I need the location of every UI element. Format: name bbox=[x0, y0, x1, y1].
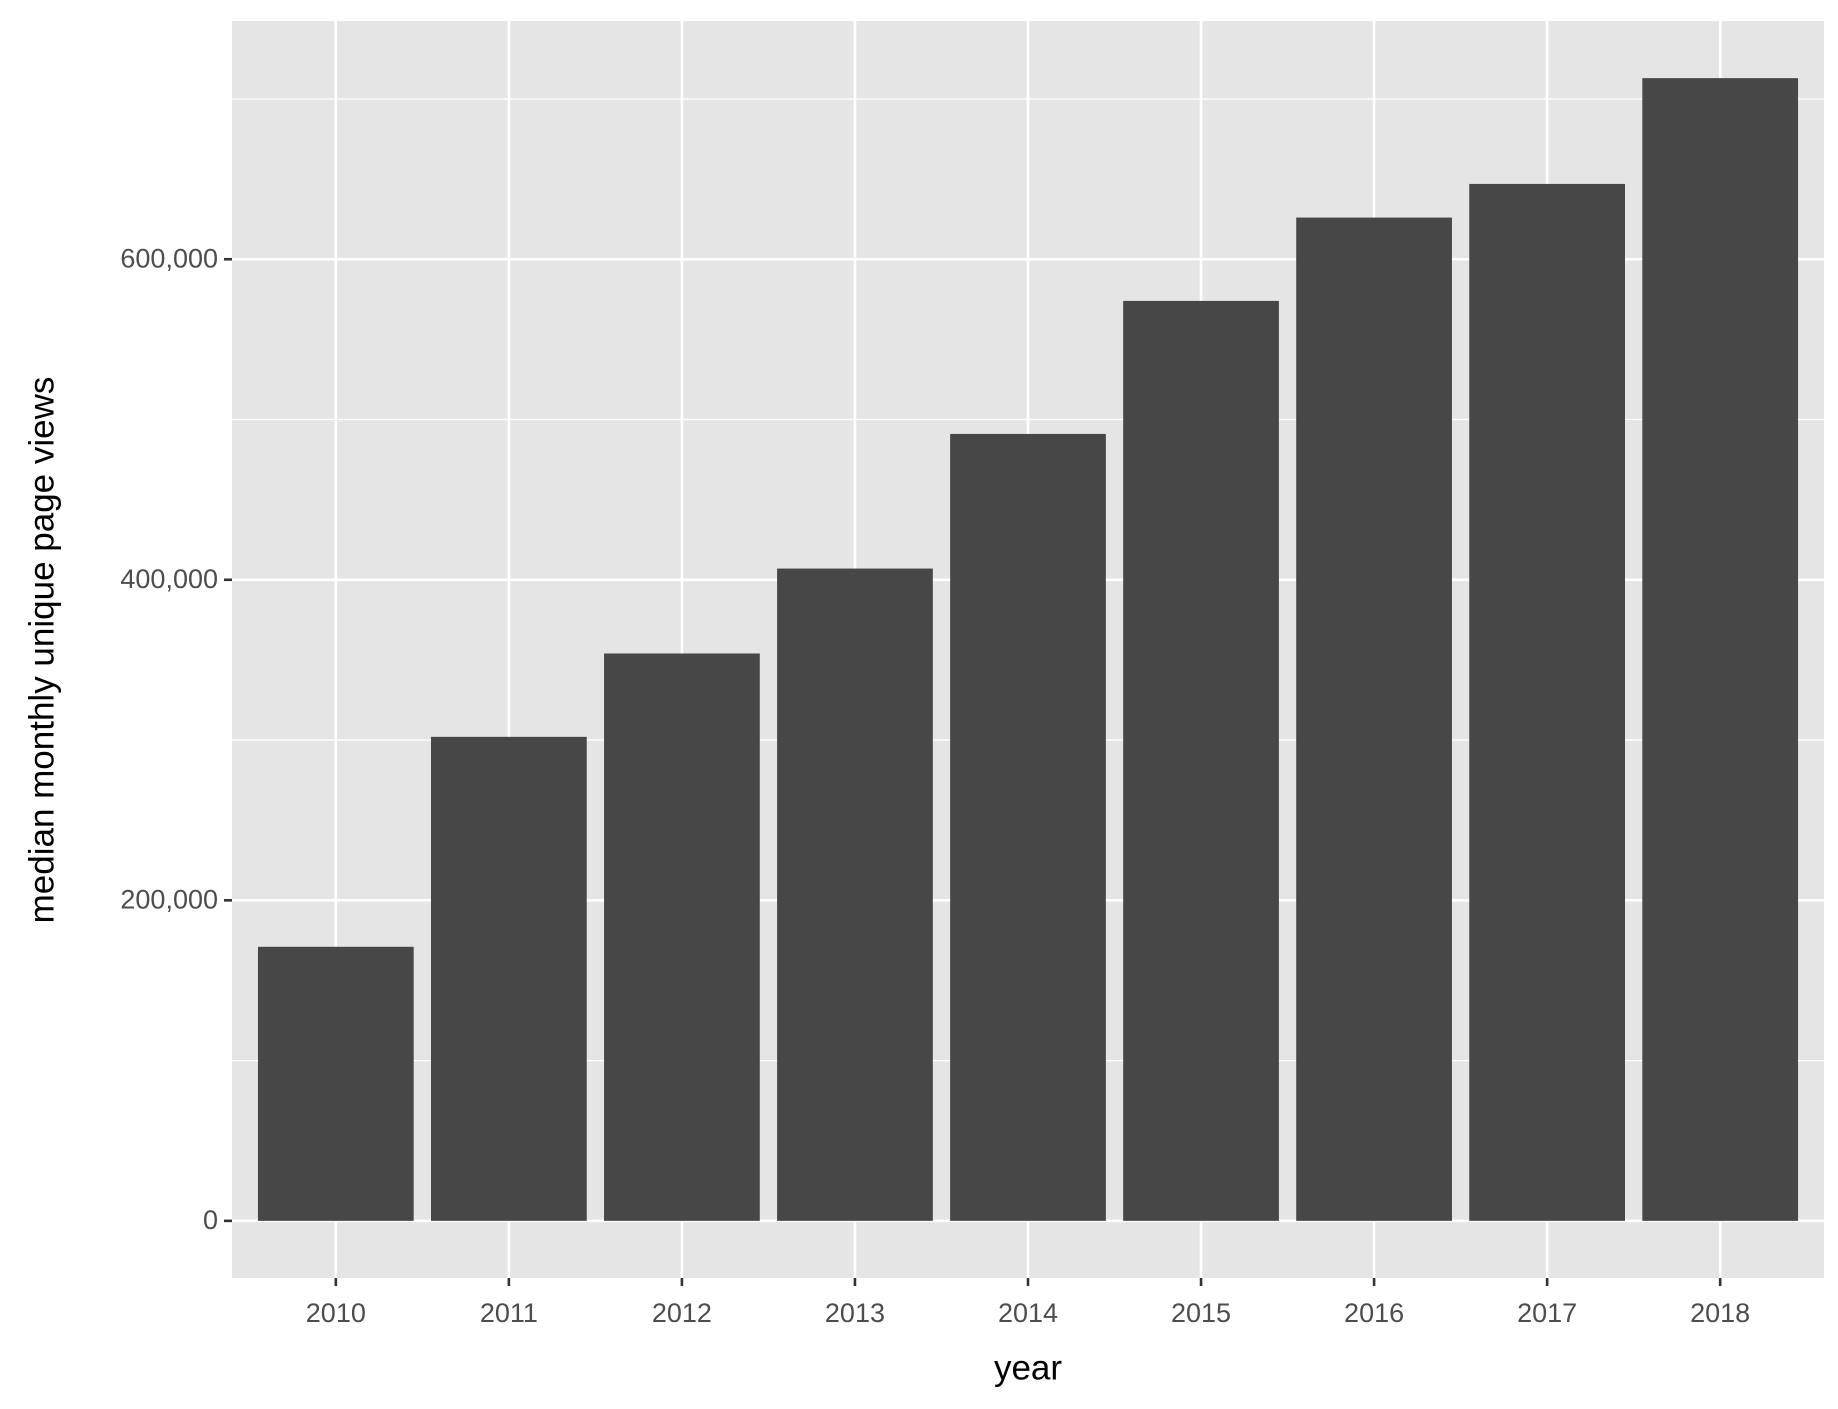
x-tick-label: 2013 bbox=[825, 1298, 885, 1328]
bar bbox=[1469, 183, 1625, 1221]
bar bbox=[950, 433, 1106, 1221]
bar bbox=[1642, 78, 1799, 1221]
y-tick-label: 0 bbox=[203, 1205, 218, 1235]
y-tick-label: 400,000 bbox=[120, 564, 218, 594]
x-tick-label: 2016 bbox=[1344, 1298, 1404, 1328]
bar bbox=[604, 653, 760, 1221]
bar bbox=[777, 568, 933, 1221]
x-tick-label: 2014 bbox=[998, 1298, 1058, 1328]
x-tick-label: 2010 bbox=[306, 1298, 366, 1328]
x-tick-label: 2015 bbox=[1171, 1298, 1231, 1328]
x-axis-title: year bbox=[994, 1348, 1062, 1387]
x-tick-label: 2011 bbox=[480, 1298, 538, 1328]
x-tick-label: 2018 bbox=[1690, 1298, 1750, 1328]
bar bbox=[1123, 300, 1279, 1221]
x-tick-label: 2017 bbox=[1517, 1298, 1577, 1328]
bar bbox=[257, 946, 414, 1221]
y-tick-label: 600,000 bbox=[120, 243, 218, 273]
x-tick-label: 2012 bbox=[652, 1298, 712, 1328]
bar bbox=[431, 736, 587, 1221]
y-axis-title: median monthly unique page views bbox=[22, 377, 61, 924]
bar bbox=[1296, 217, 1452, 1221]
y-tick-label: 200,000 bbox=[120, 884, 218, 914]
